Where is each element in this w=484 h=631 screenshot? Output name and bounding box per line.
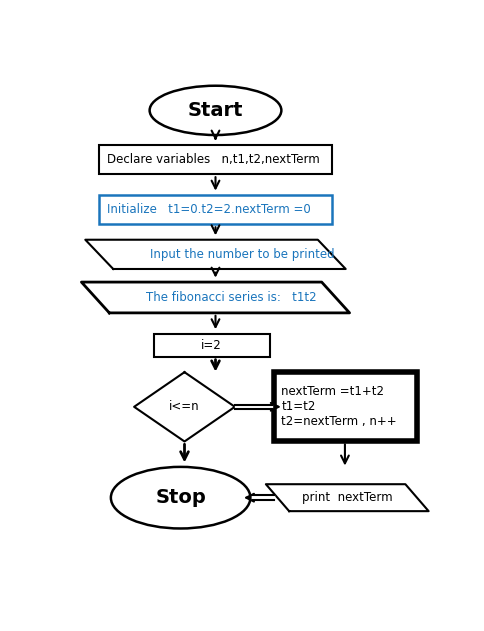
Polygon shape (81, 282, 349, 313)
Text: Input the number to be printed: Input the number to be printed (150, 248, 334, 261)
Polygon shape (85, 240, 346, 269)
Text: i<=n: i<=n (169, 400, 200, 413)
Text: Initialize   t1=0.t2=2.nextTerm =0: Initialize t1=0.t2=2.nextTerm =0 (107, 203, 311, 216)
Text: i=2: i=2 (201, 339, 222, 351)
Bar (99, 145, 332, 174)
Text: print  nextTerm: print nextTerm (302, 491, 393, 504)
Text: Stop: Stop (155, 488, 206, 507)
Text: nextTerm =t1+t2
t1=t2
t2=nextTerm , n++: nextTerm =t1+t2 t1=t2 t2=nextTerm , n++ (281, 386, 397, 428)
Ellipse shape (150, 86, 281, 135)
Bar (153, 334, 270, 357)
Text: Start: Start (188, 101, 243, 120)
Bar (99, 195, 332, 225)
Text: Declare variables   n,t1,t2,nextTerm: Declare variables n,t1,t2,nextTerm (107, 153, 320, 166)
Bar (273, 372, 417, 442)
Text: The fibonacci series is:   t1t2: The fibonacci series is: t1t2 (146, 291, 317, 304)
Polygon shape (266, 484, 429, 511)
Polygon shape (134, 372, 235, 442)
Ellipse shape (111, 467, 250, 529)
